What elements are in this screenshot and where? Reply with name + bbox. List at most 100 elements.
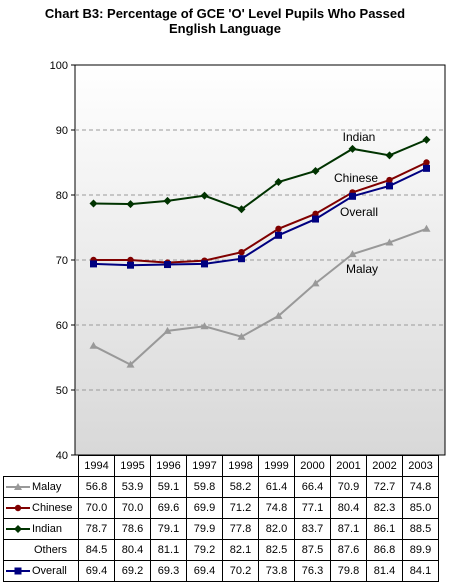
legend-entry-chinese: Chinese xyxy=(3,497,79,519)
data-point-malay xyxy=(274,311,283,319)
table-cell: 59.8 xyxy=(186,476,223,498)
table-cell: 71.2 xyxy=(222,497,259,519)
series-line-indian xyxy=(93,138,427,211)
table-cell: 72.7 xyxy=(366,476,403,498)
x-tick-label: 2003 xyxy=(402,455,439,477)
data-point-indian xyxy=(163,196,172,205)
data-point-overall xyxy=(164,261,171,269)
data-point-indian xyxy=(89,199,98,208)
data-point-overall xyxy=(349,192,356,200)
data-point-indian xyxy=(311,166,320,175)
table-cell: 80.4 xyxy=(114,539,151,561)
x-tick-label: 1994 xyxy=(78,455,115,477)
table-cell: 69.3 xyxy=(150,560,187,582)
table-cell: 59.1 xyxy=(150,476,187,498)
y-tick-label: 60 xyxy=(56,320,68,332)
table-cell: 77.1 xyxy=(294,497,331,519)
table-cell: 81.1 xyxy=(150,539,187,561)
legend-label-chinese: Chinese xyxy=(32,502,73,514)
data-point-overall xyxy=(312,215,319,223)
legend-label-others: Others xyxy=(34,544,68,556)
table-row-indian: Indian 78.7 78.6 79.1 79.9 77.8 82.0 83.7 87.1 86… xyxy=(3,518,439,540)
table-cell: 69.4 xyxy=(78,560,115,582)
data-point-chinese xyxy=(423,159,430,166)
table-cell: 87.5 xyxy=(294,539,331,561)
table-cell: 80.4 xyxy=(330,497,367,519)
x-tick-label: 2000 xyxy=(294,455,331,477)
data-point-chinese xyxy=(127,256,134,264)
y-tick-label: 40 xyxy=(56,450,68,460)
data-point-indian xyxy=(274,178,283,186)
data-point-overall xyxy=(423,164,430,172)
legend-marker-overall xyxy=(6,565,32,577)
x-tick-label: 1995 xyxy=(114,455,151,477)
legend-entry-malay: Malay xyxy=(3,476,79,498)
table-cell: 70.2 xyxy=(222,560,259,582)
table-corner xyxy=(4,456,79,477)
y-tick-label: 50 xyxy=(56,385,68,397)
data-point-overall xyxy=(201,260,208,268)
table-cell: 70.9 xyxy=(330,476,367,498)
legend-entry-indian: Indian xyxy=(3,518,79,540)
table-cell: 85.0 xyxy=(402,497,439,519)
table-cell: 78.7 xyxy=(78,518,115,540)
data-point-chinese xyxy=(386,176,393,184)
table-cell: 83.7 xyxy=(294,518,331,540)
table-cell: 53.9 xyxy=(114,476,151,498)
table-row-chinese: Chinese 70.0 70.0 69.6 69.9 71.2 74.8 77.1 80.4 8… xyxy=(3,497,439,519)
table-cell: 70.0 xyxy=(114,497,151,519)
legend-marker-chinese xyxy=(6,502,32,514)
legend-marker-malay xyxy=(6,481,32,493)
series-label-malay: Malay xyxy=(346,262,378,276)
table-cell: 69.4 xyxy=(186,560,223,582)
table-row-malay: Malay 56.8 53.9 59.1 59.8 58.2 61.4 66.4 70.9 72.… xyxy=(3,476,439,498)
series-indian xyxy=(89,135,431,214)
legend-entry-others: Others xyxy=(3,539,79,561)
data-table: 1994 1995 1996 1997 1998 1999 2000 2001 2002 2003… xyxy=(3,455,439,582)
legend-label-indian: Indian xyxy=(32,523,62,535)
table-cell: 61.4 xyxy=(258,476,295,498)
table-row-overall: Overall 69.4 69.2 69.3 69.4 70.2 73.8 76.3 79.8 8… xyxy=(3,560,439,582)
table-cell: 79.8 xyxy=(330,560,367,582)
y-tick-label: 80 xyxy=(56,190,68,202)
table-cell: 86.8 xyxy=(366,539,403,561)
table-cell: 77.8 xyxy=(222,518,259,540)
y-tick-label: 100 xyxy=(50,60,68,72)
data-point-indian xyxy=(237,205,246,214)
legend-entry-overall: Overall xyxy=(3,560,79,582)
data-point-malay xyxy=(126,360,135,368)
data-point-malay xyxy=(237,332,246,340)
data-point-overall xyxy=(275,231,282,239)
table-cell: 79.2 xyxy=(186,539,223,561)
table-cell: 82.3 xyxy=(366,497,403,519)
series-line-chinese xyxy=(93,161,427,264)
series-label-overall: Overall xyxy=(340,205,378,219)
y-tick-label: 70 xyxy=(56,255,68,267)
data-point-malay xyxy=(163,326,172,334)
data-point-overall xyxy=(238,255,245,263)
data-point-malay xyxy=(200,322,209,330)
table-cell: 69.9 xyxy=(186,497,223,519)
x-tick-label: 1997 xyxy=(186,455,223,477)
data-point-overall xyxy=(386,182,393,190)
table-header-row: 1994 1995 1996 1997 1998 1999 2000 2001 2002 2003 xyxy=(4,455,439,477)
table-cell: 76.3 xyxy=(294,560,331,582)
chart-title-line-1: Chart B3: Percentage of GCE 'O' Level Pu… xyxy=(44,6,406,21)
table-cell: 79.9 xyxy=(186,518,223,540)
table-cell: 82.1 xyxy=(222,539,259,561)
legend-label-malay: Malay xyxy=(32,481,62,493)
x-tick-label: 1999 xyxy=(258,455,295,477)
table-cell: 81.4 xyxy=(366,560,403,582)
chart-title-line-2: English Language xyxy=(169,21,281,36)
data-point-malay xyxy=(385,238,394,246)
series-line-overall xyxy=(93,167,427,267)
data-point-indian xyxy=(200,191,209,200)
data-point-malay xyxy=(89,341,98,349)
table-cell: 73.8 xyxy=(258,560,295,582)
data-point-malay xyxy=(348,250,357,258)
data-point-chinese xyxy=(312,210,319,218)
table-cell: 56.8 xyxy=(78,476,115,498)
data-point-malay xyxy=(422,224,431,232)
table-cell: 69.2 xyxy=(114,560,151,582)
table-cell: 89.9 xyxy=(402,539,439,561)
